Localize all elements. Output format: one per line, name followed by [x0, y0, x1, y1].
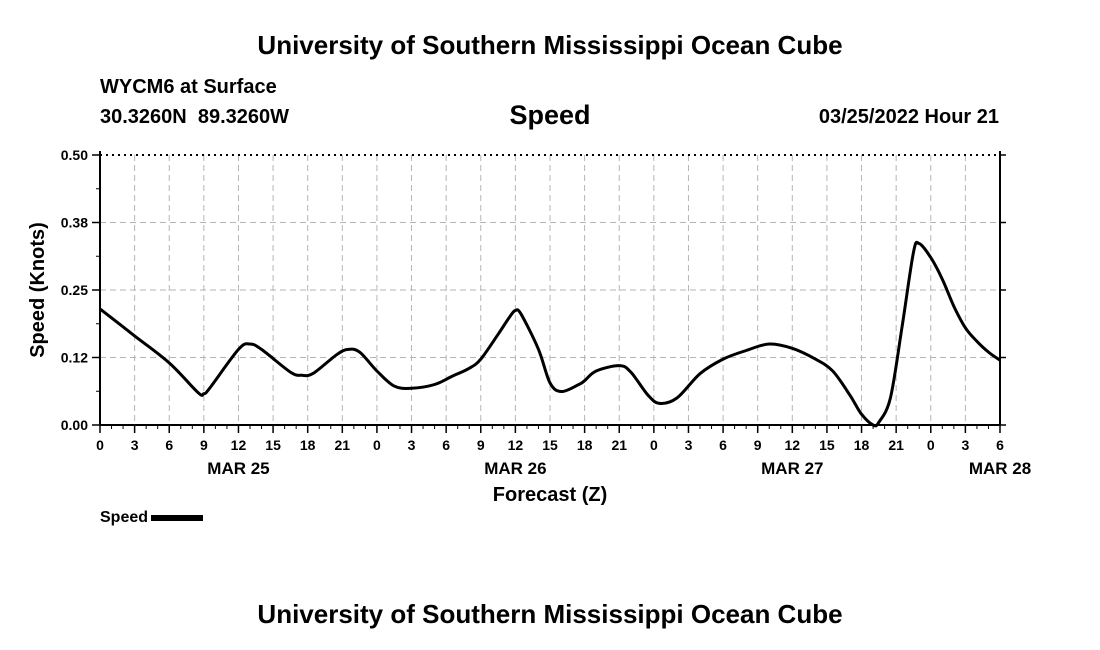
- x-tick-label: 3: [961, 437, 969, 453]
- x-tick-label: 0: [373, 437, 381, 453]
- chart-title: University of Southern Mississippi Ocean…: [257, 30, 843, 60]
- x-tick-label: 9: [477, 437, 485, 453]
- speed-series-line: [99, 240, 1001, 428]
- y-axis-title: Speed (Knots): [27, 222, 49, 358]
- y-tick-label: 0.38: [61, 215, 88, 231]
- datetime-label: 03/25/2022 Hour 21: [818, 106, 999, 128]
- date-label: MAR 26: [484, 459, 546, 478]
- x-tick-label: 0: [650, 437, 658, 453]
- legend: Speed: [100, 509, 204, 527]
- y-tick-label: 0.50: [61, 147, 88, 163]
- legend-swatch: [151, 514, 204, 521]
- footer-title: University of Southern Mississippi Ocean…: [257, 599, 843, 629]
- x-tick-label: 12: [785, 437, 801, 453]
- x-tick-label: 21: [335, 437, 351, 453]
- x-tick-label: 15: [819, 437, 835, 453]
- x-tick-label: 6: [165, 437, 173, 453]
- x-tick-label: 18: [854, 437, 870, 453]
- y-tick-label: 0.12: [61, 350, 88, 366]
- x-tick-label: 18: [300, 437, 316, 453]
- legend-label: Speed: [100, 509, 149, 526]
- x-tick-label: 9: [200, 437, 208, 453]
- coordinates-label: 30.3260N 89.3260W: [100, 106, 290, 128]
- date-label: MAR 25: [207, 459, 269, 478]
- x-tick-label: 15: [542, 437, 558, 453]
- x-tick-label: 12: [508, 437, 524, 453]
- x-tick-label: 6: [442, 437, 450, 453]
- variable-title: Speed: [509, 100, 591, 130]
- x-tick-label: 0: [96, 437, 104, 453]
- x-tick-label: 6: [719, 437, 727, 453]
- station-label: WYCM6 at Surface: [100, 76, 277, 98]
- y-tick-label: 0.00: [61, 417, 88, 433]
- x-tick-label: 3: [685, 437, 693, 453]
- y-tick-label: 0.25: [61, 282, 88, 298]
- x-tick-label: 21: [888, 437, 904, 453]
- x-tick-label: 12: [231, 437, 247, 453]
- date-label: MAR 27: [761, 459, 823, 478]
- x-tick-label: 15: [265, 437, 281, 453]
- x-tick-label: 3: [131, 437, 139, 453]
- x-tick-label: 9: [754, 437, 762, 453]
- x-tick-label: 6: [996, 437, 1004, 453]
- x-tick-label: 3: [408, 437, 416, 453]
- x-tick-label: 18: [577, 437, 593, 453]
- x-axis-title: Forecast (Z): [493, 484, 607, 506]
- x-tick-label: 0: [927, 437, 935, 453]
- x-tick-label: 21: [611, 437, 627, 453]
- date-label: MAR 28: [969, 459, 1031, 478]
